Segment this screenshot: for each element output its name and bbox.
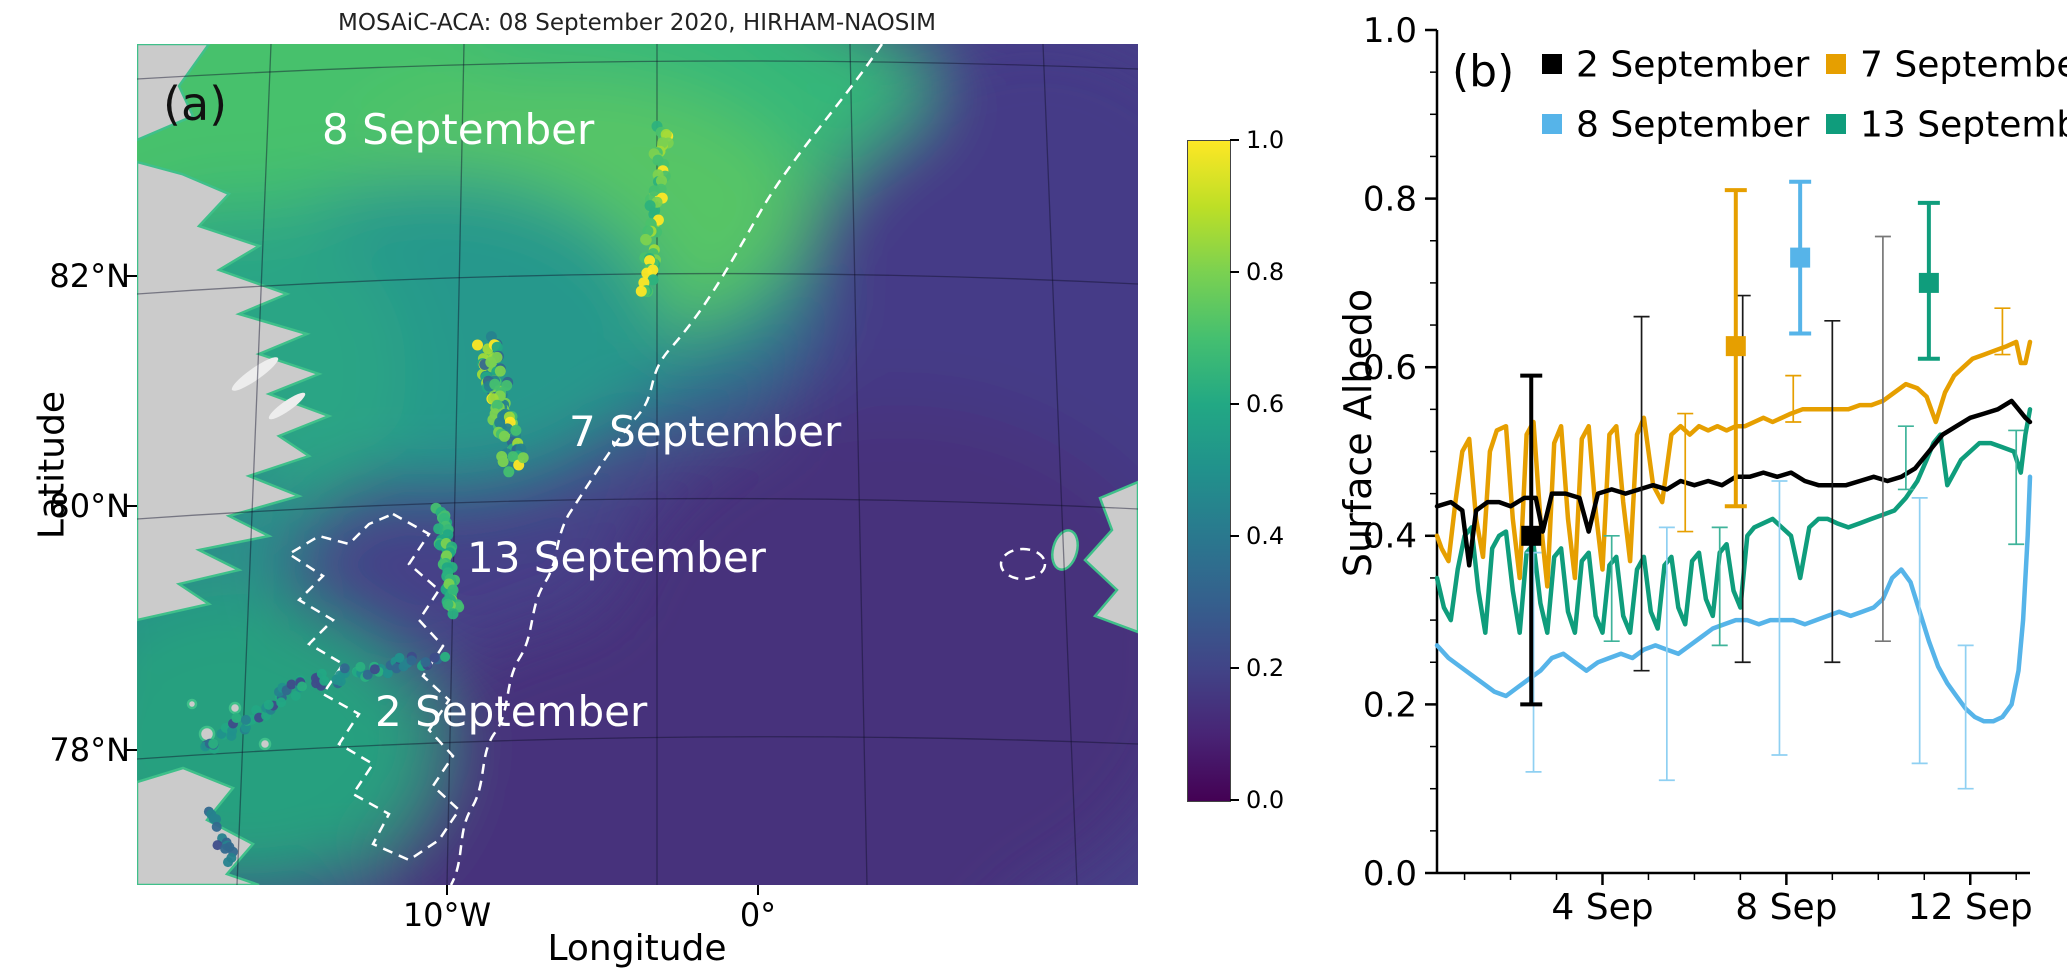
svg-text:0.2: 0.2 [1363, 685, 1417, 725]
land-top-left [137, 44, 211, 142]
panel-b-label: (b) [1452, 46, 1515, 97]
panel-a-map: (a) 8 September 7 September 13 September… [137, 44, 1138, 885]
lon-tick-10w [446, 885, 448, 895]
colorbar-tick-label: 0.4 [1246, 522, 1285, 550]
track-2-september-cluster [203, 806, 238, 868]
lat-tick-82 [125, 275, 137, 277]
lon-tick-label-0: 0° [739, 896, 777, 934]
series-line-7-september [1434, 339, 2033, 589]
legend-label-7-september: 7 September [1860, 45, 2067, 86]
map-x-axis-title: Longitude [547, 928, 727, 968]
obs-marker-7-september [1724, 188, 1747, 509]
chart-y-axis-title: Surface Albedo [1336, 288, 1380, 578]
svg-text:1.0: 1.0 [1363, 11, 1417, 51]
legend-label-2-september: 2 September [1576, 45, 1810, 86]
obs-marker-2-september [1520, 373, 1543, 707]
track-label-13-september: 13 September [467, 533, 767, 582]
svg-text:0.0: 0.0 [1363, 854, 1417, 894]
panel-a-label: (a) [163, 77, 227, 131]
track-label-8-september: 8 September [322, 105, 595, 154]
legend-swatch-8-september [1542, 114, 1562, 134]
graticule [137, 44, 1138, 885]
lon-tick-0 [757, 885, 759, 895]
colorbar-tick-label: 0.8 [1246, 258, 1285, 286]
legend-swatch-2-september [1542, 54, 1562, 74]
land-greenland-coast [137, 160, 333, 622]
ice-edge-oval [999, 547, 1047, 581]
lat-tick-label-80n: 80°N [49, 487, 130, 525]
map-y-axis-title: Latitude [31, 390, 73, 540]
legend-swatch-7-september [1826, 54, 1846, 74]
legend-swatch-13-september [1826, 114, 1846, 134]
series-line-8-september [1434, 474, 2033, 724]
legend-label-8-september: 8 September [1576, 105, 1810, 146]
colorbar-tick-label: 0.6 [1246, 390, 1285, 418]
colorbar-tick [1230, 535, 1239, 537]
obs-marker-8-september [1789, 179, 1812, 336]
svg-text:0.8: 0.8 [1363, 180, 1417, 220]
ice-edge-loop [286, 512, 461, 862]
track-8-september [635, 120, 674, 297]
chart-tick-marks [1425, 28, 2017, 885]
svg-text:8 Sep: 8 Sep [1735, 887, 1837, 928]
lat-tick-80 [125, 505, 137, 507]
track-label-7-september: 7 September [569, 407, 842, 456]
colorbar-tick [1230, 799, 1239, 801]
series-line-13-september [1434, 407, 2033, 635]
island [186, 698, 198, 710]
track-13-september [430, 502, 465, 620]
island-svalbard-west [1051, 529, 1079, 571]
chart-legend: 2 September 8 September 7 September 13 Sept… [1542, 45, 2067, 146]
colorbar-tick [1230, 667, 1239, 669]
series-line-2-september [1434, 398, 2033, 568]
colorbar-tick-label: 1.0 [1246, 126, 1285, 154]
lat-tick-78 [125, 749, 137, 751]
land-svalbard-coast [1083, 480, 1138, 634]
lat-tick-label-82n: 82°N [49, 257, 130, 295]
glacier-slivers [231, 357, 306, 420]
svg-text:4 Sep: 4 Sep [1551, 887, 1653, 928]
legend-label-13-september: 13 September [1860, 105, 2067, 146]
ice-edge-main [449, 44, 884, 885]
obs-marker-13-september [1917, 200, 1940, 361]
albedo-colorbar [1187, 140, 1231, 802]
ice-edge-dashed [286, 44, 1047, 885]
flight-tracks [200, 120, 674, 868]
colorbar-tick [1230, 403, 1239, 405]
track-7-september [472, 331, 529, 478]
land-masses [137, 44, 1138, 885]
chart-tick-labels: 1.00.80.60.40.20.04 Sep 8 Sep 12 Sep [1363, 11, 2033, 928]
colorbar-tick [1230, 271, 1239, 273]
lat-tick-label-78n: 78°N [49, 731, 130, 769]
colorbar-tick-label: 0.2 [1246, 654, 1285, 682]
island [258, 737, 272, 751]
colorbar-tick [1230, 139, 1239, 141]
chart-axes [1435, 30, 2030, 875]
track-label-2-september: 2 September [375, 687, 648, 736]
track-2-september [200, 651, 451, 754]
island [228, 701, 242, 715]
map-title: MOSAiC-ACA: 08 September 2020, HIRHAM-NA… [338, 10, 936, 36]
svg-text:12 Sep: 12 Sep [1908, 887, 2033, 928]
colorbar-tick-label: 0.0 [1246, 786, 1285, 814]
lon-tick-label-10w: 10°W [402, 896, 492, 934]
map-canvas: (a) 8 September 7 September 13 September… [137, 44, 1138, 885]
thin-error-bars [1525, 235, 2025, 790]
